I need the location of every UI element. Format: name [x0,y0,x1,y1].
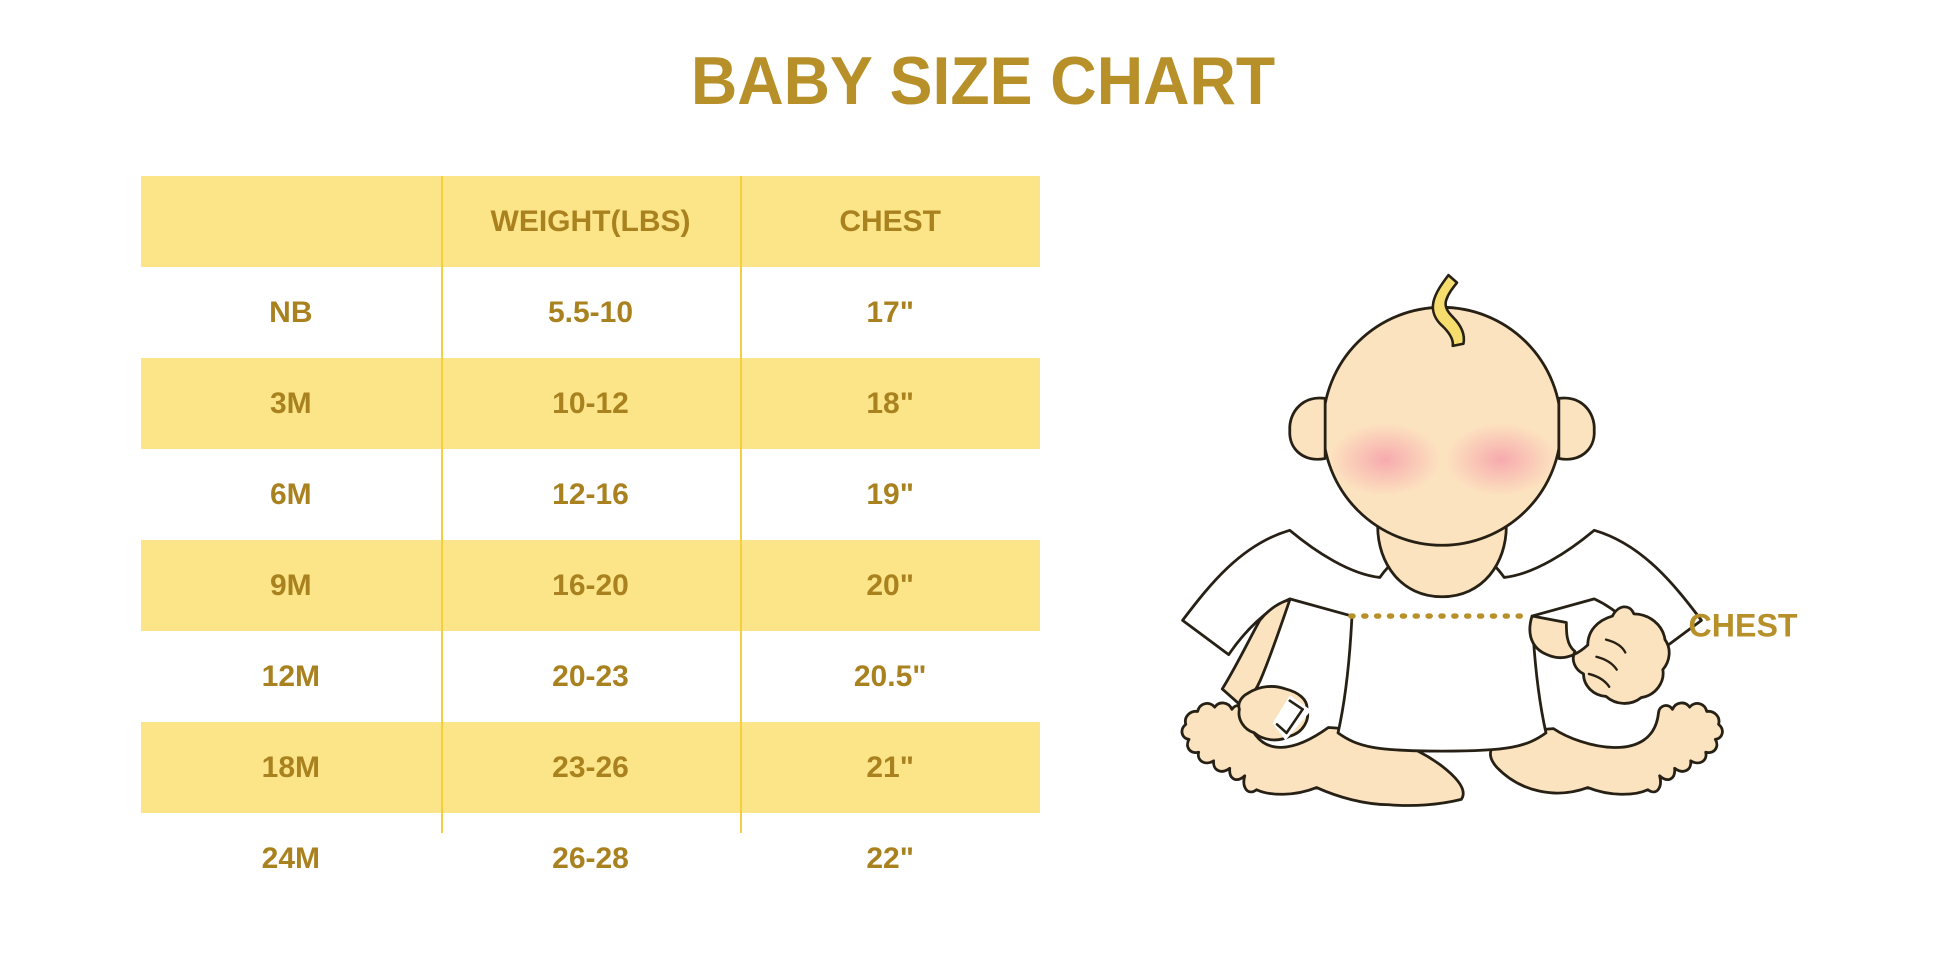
svg-text:CHEST: CHEST [1689,607,1798,643]
